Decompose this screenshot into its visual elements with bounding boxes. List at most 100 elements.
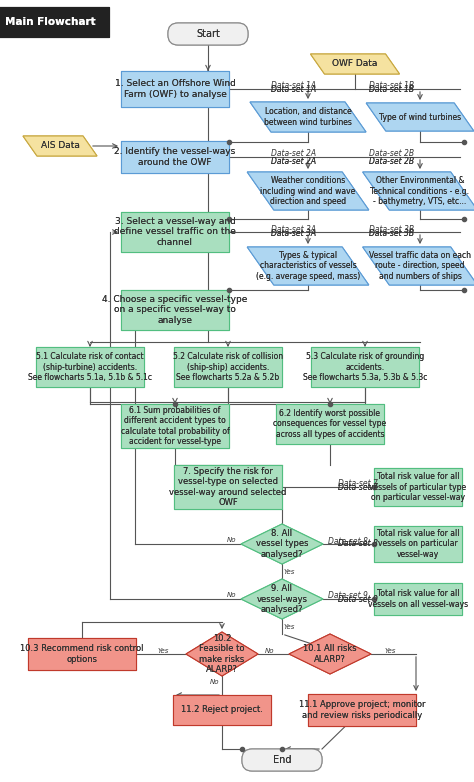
FancyBboxPatch shape: [0, 7, 109, 37]
Text: Data-set 7: Data-set 7: [338, 482, 378, 492]
Polygon shape: [241, 524, 323, 564]
Text: Data-set 1B: Data-set 1B: [369, 84, 415, 94]
FancyBboxPatch shape: [36, 347, 144, 387]
Text: Data-set 2A: Data-set 2A: [272, 157, 317, 167]
Polygon shape: [186, 632, 258, 676]
Polygon shape: [289, 634, 371, 674]
FancyBboxPatch shape: [121, 212, 229, 252]
Text: 10.2
Feasible to
make risks
ALARP?: 10.2 Feasible to make risks ALARP?: [199, 634, 245, 674]
Text: 5.2 Calculate risk of collision
(ship-ship) accidents.
See flowcharts 5.2a & 5.2: 5.2 Calculate risk of collision (ship-sh…: [173, 352, 283, 382]
Text: 11.1 Approve project; monitor
and review risks periodically: 11.1 Approve project; monitor and review…: [299, 701, 425, 719]
Text: Data-set 1A: Data-set 1A: [272, 84, 317, 94]
Text: 6.1 Sum probabilities of
different accident types to
calculate total probability: 6.1 Sum probabilities of different accid…: [120, 406, 229, 446]
Polygon shape: [247, 247, 369, 285]
Text: End: End: [273, 755, 291, 765]
Text: Data-set 2B: Data-set 2B: [369, 149, 415, 159]
Text: AIS Data: AIS Data: [41, 142, 80, 150]
Text: 6.2 Identify worst possible
consequences for vessel type
across all types of acc: 6.2 Identify worst possible consequences…: [273, 409, 387, 439]
Text: 10.1 All risks
ALARP?: 10.1 All risks ALARP?: [303, 644, 357, 664]
Polygon shape: [250, 102, 366, 132]
Text: 3. Select a vessel-way and
define vessel traffic on the
channel: 3. Select a vessel-way and define vessel…: [114, 217, 236, 247]
Text: 10.2
Feasible to
make risks
ALARP?: 10.2 Feasible to make risks ALARP?: [199, 634, 245, 674]
Text: Weather conditions
including wind and wave
direction and speed: Weather conditions including wind and wa…: [260, 176, 356, 206]
Text: Data-set 3A: Data-set 3A: [272, 229, 317, 239]
Polygon shape: [247, 247, 369, 285]
Text: Data-set 1A: Data-set 1A: [272, 84, 317, 94]
Text: Data-set 9: Data-set 9: [328, 591, 368, 601]
FancyBboxPatch shape: [168, 23, 248, 45]
Text: Total risk value for all
vessels of particular type
on particular vessel-way: Total risk value for all vessels of part…: [369, 472, 466, 502]
Text: Data-set 1A: Data-set 1A: [272, 81, 317, 91]
Text: Data-set 7: Data-set 7: [338, 482, 378, 492]
Text: Data-set 3B: Data-set 3B: [369, 229, 415, 239]
Polygon shape: [363, 247, 474, 285]
FancyBboxPatch shape: [308, 694, 416, 726]
Text: 7. Specify the risk for
vessel-type on selected
vessel-way around selected
OWF: 7. Specify the risk for vessel-type on s…: [169, 467, 287, 507]
FancyBboxPatch shape: [121, 141, 229, 173]
FancyBboxPatch shape: [374, 526, 462, 562]
Text: 5.2 Calculate risk of collision
(ship-ship) accidents.
See flowcharts 5.2a & 5.2: 5.2 Calculate risk of collision (ship-sh…: [173, 352, 283, 382]
Polygon shape: [247, 172, 369, 210]
Text: End: End: [273, 755, 291, 765]
Polygon shape: [310, 54, 400, 74]
Polygon shape: [186, 632, 258, 676]
FancyBboxPatch shape: [174, 347, 282, 387]
Text: Yes: Yes: [384, 648, 396, 654]
FancyBboxPatch shape: [121, 71, 229, 107]
Text: Type of wind turbines: Type of wind turbines: [379, 113, 461, 121]
Polygon shape: [241, 579, 323, 619]
FancyBboxPatch shape: [374, 583, 462, 615]
Text: 9. All
vessel-ways
analysed?: 9. All vessel-ways analysed?: [256, 584, 308, 614]
FancyBboxPatch shape: [311, 347, 419, 387]
Text: Data-set 1B: Data-set 1B: [369, 84, 415, 94]
Text: Yes: Yes: [157, 648, 169, 654]
Text: AIS Data: AIS Data: [41, 142, 80, 150]
FancyBboxPatch shape: [242, 749, 322, 771]
Polygon shape: [247, 172, 369, 210]
Text: No: No: [265, 648, 275, 654]
Text: 10.1 All risks
ALARP?: 10.1 All risks ALARP?: [303, 644, 357, 664]
Text: Data-set 1B: Data-set 1B: [369, 81, 415, 91]
Polygon shape: [250, 102, 366, 132]
Text: Data-set 3A: Data-set 3A: [272, 224, 317, 234]
FancyBboxPatch shape: [242, 749, 322, 771]
Text: Type of wind turbines: Type of wind turbines: [379, 113, 461, 121]
FancyBboxPatch shape: [121, 212, 229, 252]
Text: Weather conditions
including wind and wave
direction and speed: Weather conditions including wind and wa…: [260, 176, 356, 206]
FancyBboxPatch shape: [28, 638, 136, 670]
Text: Location, and distance
between wind turbines: Location, and distance between wind turb…: [264, 107, 352, 127]
Text: Other Environmental &
Technical conditions - e.g.
- bathymetry, VTS, etc...: Other Environmental & Technical conditio…: [371, 176, 470, 206]
Text: Location, and distance
between wind turbines: Location, and distance between wind turb…: [264, 107, 352, 127]
Text: Data-set 3A: Data-set 3A: [272, 229, 317, 239]
Text: Data-set 3B: Data-set 3B: [369, 229, 415, 239]
Text: 7. Specify the risk for
vessel-type on selected
vessel-way around selected
OWF: 7. Specify the risk for vessel-type on s…: [169, 467, 287, 507]
Text: Main Flowchart: Main Flowchart: [5, 17, 95, 27]
Polygon shape: [289, 634, 371, 674]
Text: 9. All
vessel-ways
analysed?: 9. All vessel-ways analysed?: [256, 584, 308, 614]
Text: Data-set 2B: Data-set 2B: [369, 157, 415, 167]
FancyBboxPatch shape: [276, 404, 384, 444]
Polygon shape: [241, 579, 323, 619]
Text: Types & typical
characteristics of vessels
(e.g. average speed, mass): Types & typical characteristics of vesse…: [256, 251, 360, 281]
FancyBboxPatch shape: [311, 347, 419, 387]
Text: 4. Choose a specific vessel-type
on a specific vessel-way to
analyse: 4. Choose a specific vessel-type on a sp…: [102, 295, 248, 325]
Text: No: No: [227, 537, 237, 543]
Text: 10.3 Recommend risk control
options: 10.3 Recommend risk control options: [20, 644, 144, 664]
Polygon shape: [366, 103, 474, 131]
Text: 1. Select an Offshore Wind
Farm (OWF) to analyse: 1. Select an Offshore Wind Farm (OWF) to…: [115, 79, 236, 99]
Text: Yes: Yes: [283, 624, 295, 630]
Text: Types & typical
characteristics of vessels
(e.g. average speed, mass): Types & typical characteristics of vesse…: [256, 251, 360, 281]
FancyBboxPatch shape: [173, 695, 271, 725]
FancyBboxPatch shape: [374, 468, 462, 506]
Polygon shape: [366, 103, 474, 131]
Text: Data-set 2B: Data-set 2B: [369, 157, 415, 167]
Text: 5.1 Calculate risk of contact
(ship-turbine) accidents.
See flowcharts 5.1a, 5.1: 5.1 Calculate risk of contact (ship-turb…: [28, 352, 152, 382]
Text: Vessel traffic data on each
route - direction, speed
and numbers of ships: Vessel traffic data on each route - dire…: [369, 251, 471, 281]
Text: Start: Start: [196, 29, 220, 39]
FancyBboxPatch shape: [174, 347, 282, 387]
Text: Yes: Yes: [283, 569, 295, 575]
FancyBboxPatch shape: [28, 638, 136, 670]
Text: Total risk value for all
vessels on particular
vessel-way: Total risk value for all vessels on part…: [377, 529, 459, 559]
Text: 8. All
vessel types
analysed?: 8. All vessel types analysed?: [256, 529, 308, 559]
Text: Start: Start: [196, 29, 220, 39]
